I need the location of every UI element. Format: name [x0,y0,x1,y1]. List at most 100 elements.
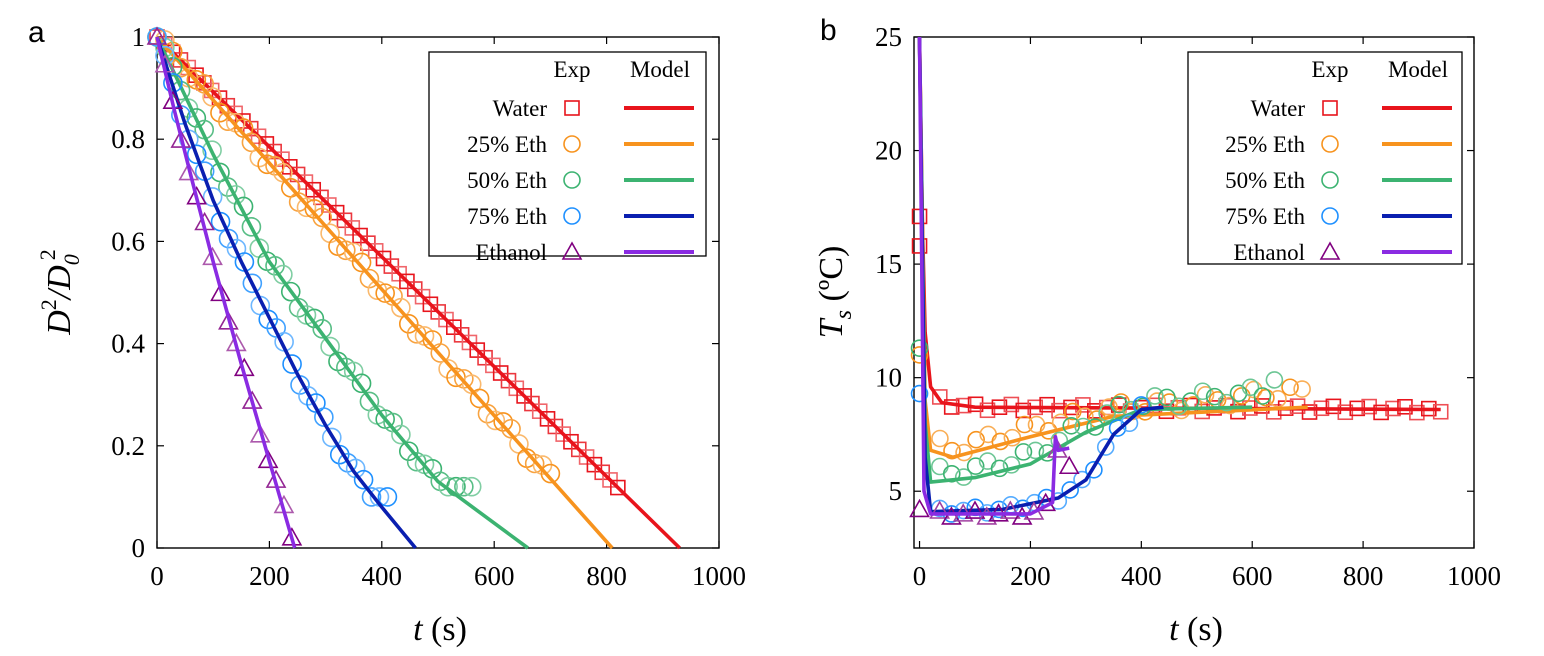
panel-a-exp-point [304,308,325,329]
panel-b-exp-point [966,457,985,475]
panel-a-model-line [155,36,529,550]
panel-b-exp-point [1281,378,1299,397]
panel-a-xtick-label: 1000 [692,561,746,591]
panel-b-legend-marker [1321,171,1339,189]
panel-a-exp-point [391,424,411,445]
panel-a-model-line [155,36,417,550]
panel-b-exp-point [1014,443,1033,461]
panel-a-exp-point [454,476,474,497]
panel-a-exp-point [257,154,277,175]
panel-a-exp-point [202,187,223,207]
panel-a-exp-point [377,487,398,507]
panel-b-exp-point [1015,415,1034,434]
panel-a-exp-point [249,147,270,168]
panel-b-exp-point [910,346,929,364]
panel-b-exp-point [909,498,930,518]
panel-b-exp-point [979,402,996,419]
panel-a-ytick-label: 0 [132,533,146,563]
panel-b-exp-point [976,506,998,525]
panel-b-xtick-label: 600 [1232,561,1273,591]
panel-a-exp-point [210,282,231,302]
panel-a-exp-point [257,449,279,469]
panel-b-exp-point [1241,378,1260,397]
panel-a-legend-marker [561,241,583,260]
ylabel-exp: 2 [36,299,61,310]
panel-a-ytick-label: 0.2 [111,431,145,461]
panel-a-legend-label: 75% Eth [467,204,547,229]
panel-b-exp-point [911,238,928,254]
panel-a-exp-point [391,297,411,318]
panel-b-exp-point [1301,404,1318,420]
panel-b-exp-point [1110,395,1128,414]
panel-a-exp-point [170,80,191,101]
panel-a-exp-point [296,197,317,218]
panel-b-exp-point [967,396,984,413]
panel-a-ytick-label: 0.4 [111,329,145,359]
panel-b-ytick-label: 15 [875,249,902,279]
panel-b-exp-point [1220,396,1239,415]
panel-b-xtick-label: 1000 [1447,561,1501,591]
panel-b-exp-point [1196,386,1215,404]
panel-a-exp-point [477,403,498,424]
panel-b-legend-marker [1319,241,1341,260]
panel-b-legend-label: Water [1251,96,1306,121]
panel-a-exp-point [218,177,238,197]
panel-b-exp-point [1146,387,1164,405]
panel-a-exp-point [353,469,374,490]
panel-b-exp-point [1373,404,1389,421]
panel-a-exp-point [249,424,271,443]
panel-b-exp-point [1003,396,1020,413]
panel-a-exp-point [298,386,318,406]
panel-b-exp-point [964,500,986,519]
panel-b-exp-point [999,500,1021,519]
panel-a-exp-point [312,319,333,339]
panel-a-legend-model-header: Model [630,57,690,82]
panel-b-exp-point [1170,397,1188,416]
panel-a-exp-point [501,418,521,439]
panel-b-exp-point [1158,388,1176,407]
panel-a-legend-marker [563,171,581,189]
panel-b-exp-point [942,464,961,483]
panel-a-legend-marker [563,135,581,153]
panel-b-xtick-label: 400 [1121,561,1162,591]
panel-a-exp-point [202,140,222,161]
panel-a-legend-marker [564,100,580,116]
panel-b-legend: Exp Model Water 25% Eth 50% Eth 75% Eth Ethano… [1187,51,1463,265]
panel-a-exp-point [438,476,458,497]
panel-a-exp-point [265,155,285,176]
panel-b-ticks: 0 200 400 600 800 1000 5 10 15 20 25 [875,22,1501,591]
panel-b-xtick-label: 0 [913,561,927,591]
panel-a-exp-point [273,162,293,183]
panel-b-exp-point [931,389,948,405]
panel-a-exp-point [398,314,419,334]
panel-a-exp-point [273,264,293,285]
panel-a-xtick-label: 0 [150,561,164,591]
panel-b-chart: 0 200 400 600 800 1000 5 10 15 20 25 Ts (ºC) t (s)… [813,22,1501,648]
panel-a-ylabel: D2/D02 [35,249,84,336]
panel-a-exp-point [361,487,382,507]
panel-b-legend-marker [1322,100,1338,116]
panel-b-exp-point [1229,384,1248,403]
panel-a-exp-point [398,441,419,462]
panel-b-exp-point [1108,419,1127,437]
panel-a-exp-point [322,427,342,448]
panel-b-exp-point [1432,403,1449,420]
panel-b-exp-point [910,384,929,403]
panel-a-exp-point [282,354,302,374]
panel-a-exp-point [351,373,372,394]
panel-a-ytick-label: 1 [132,22,146,52]
panel-a-exp-point [242,273,263,294]
panel-a-exp-point [610,479,626,496]
panel-a-model-line [155,36,297,549]
panel-a-exp-point [312,207,333,228]
panel-a-exp-point [485,410,506,431]
panel-b-legend-label: 50% Eth [1225,168,1305,193]
panel-b-exp-point [1253,387,1272,405]
panel-b-model-line [917,36,1070,516]
panel-a-exp-point [202,87,222,107]
panel-a-data [146,26,681,550]
panel-b-exp-point [1051,402,1067,419]
panel-b-xtick-label: 800 [1343,561,1384,591]
panel-b-exp-point [1134,397,1152,416]
